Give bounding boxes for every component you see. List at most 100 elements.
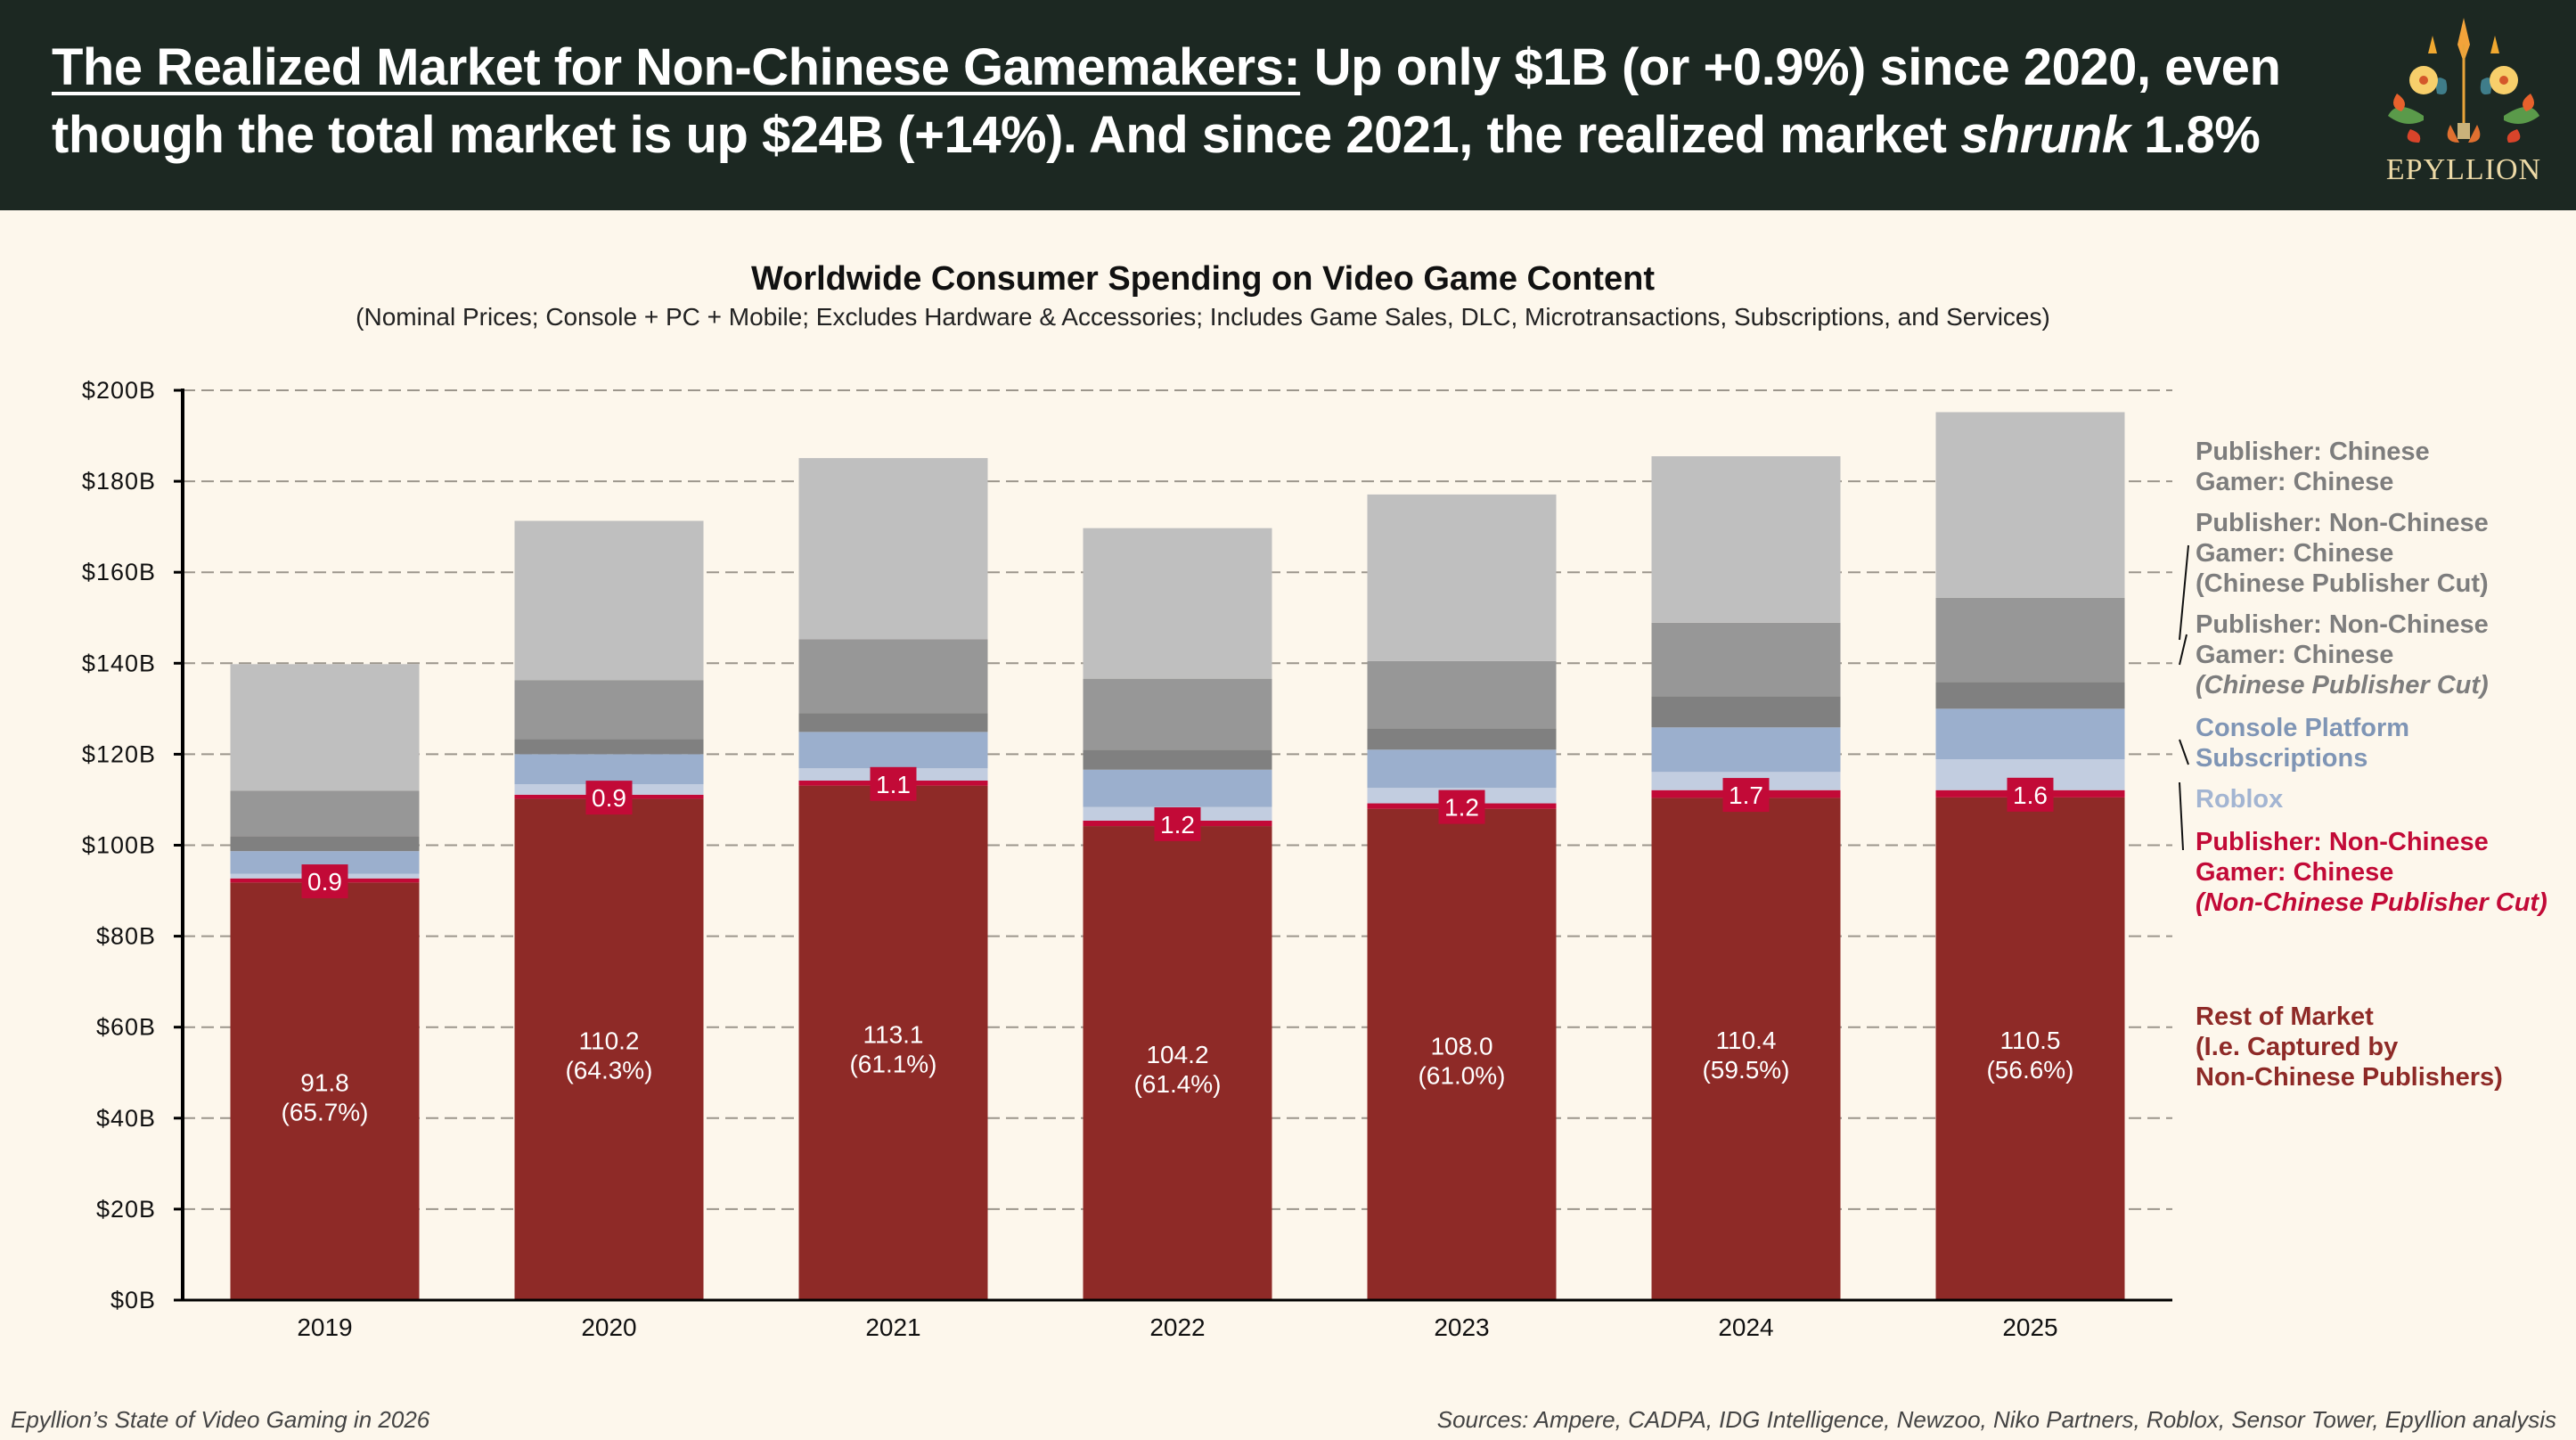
legend-item-line: Subscriptions xyxy=(2196,744,2368,773)
bar-segment-chinese_pub_cut_mid xyxy=(230,790,420,837)
rest-of-market-share-label: (64.3%) xyxy=(565,1057,652,1084)
legend-item-line: Gamer: Chinese xyxy=(2196,468,2394,496)
cut-value-badge xyxy=(301,864,348,899)
cut-value-badge xyxy=(870,766,917,801)
x-tick-label: 2025 xyxy=(2002,1313,2057,1341)
legend-item: Rest of Market (I.e. Captured by Non-Chine… xyxy=(2196,1002,2503,1092)
x-tick-label: 2021 xyxy=(865,1313,920,1341)
bar-segment-chinese_chinese xyxy=(1083,528,1272,679)
chart-subtitle: (Nominal Prices; Console + PC + Mobile; … xyxy=(356,303,2050,331)
bar-segment-chinese_chinese xyxy=(1367,494,1557,661)
bar-segment-chinese_pub_cut_dark xyxy=(230,836,420,852)
y-tick-label: $200B xyxy=(82,377,156,404)
rest-of-market-value-label: 104.2 xyxy=(1146,1041,1208,1068)
bar-segment-chinese_pub_cut_dark xyxy=(1083,749,1272,770)
rest-of-market-value-label: 91.8 xyxy=(300,1069,349,1097)
bar-segment-chinese_pub_cut_dark xyxy=(798,713,988,732)
y-tick-label: $40B xyxy=(96,1105,156,1132)
cut-value-badge xyxy=(1438,790,1485,824)
bar-segment-chinese_chinese xyxy=(798,458,988,640)
footer-sources: Sources: Ampere, CADPA, IDG Intelligence… xyxy=(1436,1406,2556,1433)
bar-segment-console_subs xyxy=(1651,727,1841,773)
legend-item-line: Publisher: Chinese xyxy=(2196,438,2430,466)
legend-item-line: Console Platform xyxy=(2196,714,2410,742)
legend-item-line: Publisher: Non-Chinese xyxy=(2196,509,2489,537)
bar-segment-chinese_pub_cut_mid xyxy=(1083,678,1272,750)
cut-value-label: 1.2 xyxy=(1160,811,1195,839)
bar-segment-chinese_chinese xyxy=(230,664,420,791)
y-tick-label: $180B xyxy=(82,468,156,495)
y-tick-label: $120B xyxy=(82,740,156,767)
bar-segment-chinese_pub_cut_mid xyxy=(1651,622,1841,697)
bar-segment-rest_of_market xyxy=(1651,798,1841,1300)
legend-item: Publisher: Non-Chinese Gamer: Chinese (Chi… xyxy=(2196,610,2489,700)
legend-item-line: Roblox xyxy=(2196,785,2284,814)
bar-segment-chinese_pub_cut_mid xyxy=(1367,660,1557,729)
bar-segment-chinese_chinese xyxy=(1935,412,2125,598)
bar-segment-rest_of_market xyxy=(1935,797,2125,1300)
headline-italic: shrunk xyxy=(1960,106,2130,164)
y-tick-label: $0B xyxy=(110,1287,156,1313)
cut-value-badge xyxy=(2007,777,2054,812)
bar-segment-rest_of_market xyxy=(230,882,420,1300)
rest-of-market-value-label: 110.2 xyxy=(579,1027,640,1055)
rest-of-market-share-label: (61.0%) xyxy=(1418,1061,1505,1089)
legend-item-line: Gamer: Chinese xyxy=(2196,539,2394,568)
bar-segment-rest_of_market xyxy=(1083,826,1272,1300)
headline-underlined: The Realized Market for Non-Chinese Game… xyxy=(52,38,1301,96)
legend-item-line: Rest of Market xyxy=(2196,1002,2374,1031)
legend-item-line: Non-Chinese Publishers) xyxy=(2196,1063,2503,1092)
legend-item-line: Gamer: Chinese xyxy=(2196,858,2394,887)
bar-segment-chinese_chinese xyxy=(514,520,704,681)
chart-title: Worldwide Consumer Spending on Video Gam… xyxy=(750,260,1656,298)
rest-of-market-value-label: 113.1 xyxy=(863,1020,924,1048)
logo-wordmark: EPYLLION xyxy=(2385,153,2542,186)
cut-value-label: 1.7 xyxy=(1729,781,1763,809)
epyllion-floral-logo-icon xyxy=(2388,18,2539,143)
y-tick-label: $100B xyxy=(82,832,156,859)
bars xyxy=(230,412,2125,1300)
legend-item-line: Gamer: Chinese xyxy=(2196,641,2394,669)
y-tick-label: $20B xyxy=(96,1196,156,1223)
rest-of-market-share-label: (56.6%) xyxy=(1986,1056,2073,1084)
legend-connector-line xyxy=(2179,739,2189,765)
legend-item-line: (Chinese Publisher Cut) xyxy=(2196,569,2489,598)
bar-segment-chinese_pub_cut_mid xyxy=(798,639,988,714)
x-tick-label: 2020 xyxy=(581,1313,636,1341)
rest-of-market-share-label: (59.5%) xyxy=(1702,1056,1789,1084)
headline: The Realized Market for Non-Chinese Game… xyxy=(52,34,2386,169)
cut-value-label: 1.1 xyxy=(876,771,911,798)
cut-value-label: 0.9 xyxy=(307,868,342,896)
headline-part2: 1.8% xyxy=(2130,106,2261,164)
bar-segment-rest_of_market xyxy=(798,785,988,1300)
legend-item-line: (Chinese Publisher Cut) xyxy=(2196,671,2489,700)
rest-of-market-value-label: 110.5 xyxy=(2000,1027,2061,1054)
legend-item-line: Publisher: Non-Chinese xyxy=(2196,610,2489,639)
cut-value-badge xyxy=(1154,806,1201,841)
axes: $0B $20B $40B $60B $80B $100B $120B $140B $160B $… xyxy=(82,377,2172,1341)
rest-of-market-share-label: (61.1%) xyxy=(849,1050,936,1077)
bar-segment-console_subs xyxy=(1935,708,2125,760)
cut-value-label: 1.2 xyxy=(1444,794,1479,822)
bar-segment-chinese_pub_cut_dark xyxy=(1935,682,2125,709)
cut-value-label: 1.6 xyxy=(2013,781,2048,809)
rest-of-market-share-label: (61.4%) xyxy=(1133,1070,1221,1098)
legend-item: Publisher: Chinese Gamer: Chinese xyxy=(2196,437,2430,497)
bar-segment-rest_of_market xyxy=(1367,808,1557,1300)
legend-item: Roblox xyxy=(2196,784,2283,814)
x-tick-label: 2023 xyxy=(1434,1313,1489,1341)
y-tick-label: $140B xyxy=(82,650,156,676)
bar-segment-chinese_pub_cut_dark xyxy=(514,739,704,755)
header-banner: The Realized Market for Non-Chinese Game… xyxy=(0,0,2576,210)
cut-value-badge xyxy=(1722,778,1770,813)
data-labels: 91.8(65.7%) 0.9 110.2(64.3%) 0.9 113.1(61.1%… xyxy=(281,766,2074,1126)
legend-item-line: Publisher: Non-Chinese xyxy=(2196,828,2489,856)
legend-item: Publisher: Non-Chinese Gamer: Chinese (Chi… xyxy=(2196,508,2489,599)
headline-part1: Up only $1B (or +0.9%) since 2020, even … xyxy=(52,38,2281,164)
legend-connector-line xyxy=(2179,781,2184,851)
bar-segment-chinese_chinese xyxy=(1651,456,1841,623)
legend-item-line: (Non-Chinese Publisher Cut) xyxy=(2196,888,2547,917)
bar-segment-rest_of_market xyxy=(514,798,704,1300)
rest-of-market-value-label: 108.0 xyxy=(1430,1032,1492,1060)
